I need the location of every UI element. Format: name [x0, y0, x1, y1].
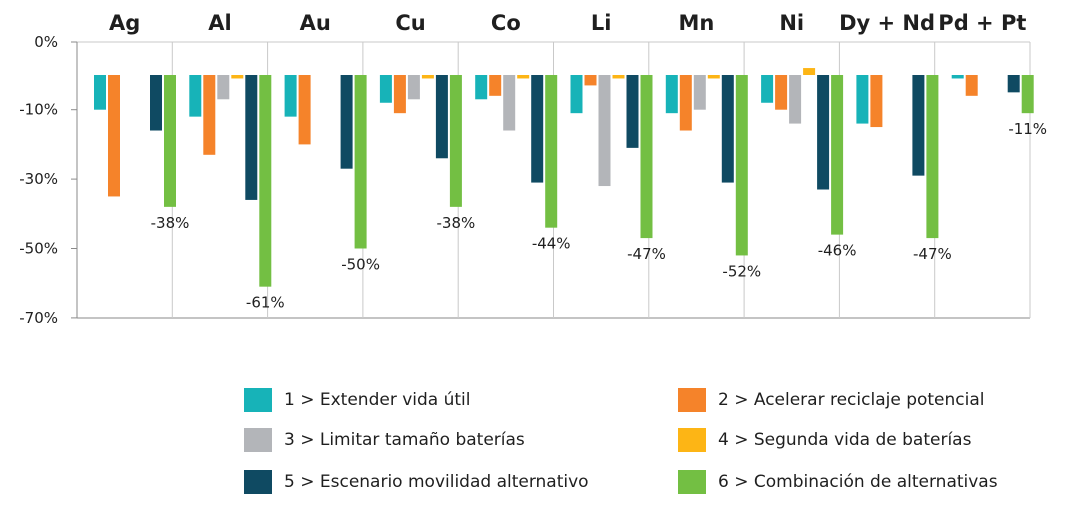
bar [693, 75, 706, 110]
bar [912, 75, 925, 176]
data-label: -38% [151, 214, 190, 232]
bar [231, 75, 244, 79]
bar [203, 75, 216, 155]
bar [721, 75, 734, 183]
bar [626, 75, 639, 148]
category-label: Ni [779, 11, 804, 35]
bar [665, 75, 678, 114]
category-label: Pd + Pt [938, 11, 1026, 35]
bar [340, 75, 353, 169]
bar [94, 75, 106, 110]
category-label: Ag [109, 11, 140, 35]
y-tick-label: 0% [34, 33, 58, 51]
bar [435, 75, 448, 159]
y-tick-label: -50% [19, 240, 58, 258]
bar [449, 75, 462, 207]
bar [108, 75, 120, 197]
data-label: -44% [532, 235, 571, 253]
data-label: -52% [722, 262, 761, 280]
bar [598, 75, 611, 187]
bar [640, 75, 653, 239]
bar [965, 75, 978, 96]
bar [707, 75, 720, 79]
bar [789, 75, 802, 124]
category-label: Au [300, 11, 331, 35]
data-label: -47% [913, 245, 952, 263]
bar [545, 75, 558, 228]
bar [856, 75, 869, 124]
bar [570, 75, 583, 114]
category-label: Al [208, 11, 231, 35]
data-label: -50% [341, 256, 380, 274]
bar [951, 75, 964, 79]
data-label: -61% [246, 294, 285, 312]
y-tick-label: -70% [19, 309, 58, 327]
bar [817, 75, 830, 190]
data-label: -38% [437, 214, 476, 232]
bar [735, 75, 748, 256]
bar [531, 75, 544, 183]
bar [489, 75, 502, 96]
category-label: Dy + Nd [839, 11, 935, 35]
bar [379, 75, 392, 103]
bar [284, 75, 297, 117]
bar [803, 68, 816, 75]
bar [393, 75, 406, 114]
bar [584, 75, 597, 86]
data-label: -11% [1008, 120, 1047, 138]
bar [926, 75, 939, 239]
bar [1007, 75, 1020, 93]
data-label: -46% [818, 242, 857, 260]
bar [245, 75, 258, 200]
bar [475, 75, 488, 100]
bar [354, 75, 367, 249]
bar [164, 75, 176, 207]
category-label: Cu [395, 11, 425, 35]
data-label: -47% [627, 245, 666, 263]
bar [761, 75, 774, 103]
bar [612, 75, 625, 79]
y-tick-label: -30% [19, 170, 58, 188]
category-label: Co [491, 11, 521, 35]
bar [831, 75, 844, 235]
bar [407, 75, 420, 100]
category-label: Mn [679, 11, 715, 35]
bar [421, 75, 434, 79]
bar [189, 75, 202, 117]
bar [679, 75, 692, 131]
bar [150, 75, 162, 131]
bar [1021, 75, 1034, 114]
bar [775, 75, 788, 110]
bar [259, 75, 272, 287]
bar [217, 75, 230, 100]
bar [517, 75, 530, 79]
y-tick-label: -10% [19, 101, 58, 119]
category-label: Li [591, 11, 612, 35]
bar [503, 75, 516, 131]
bar [870, 75, 883, 128]
bar [298, 75, 311, 145]
